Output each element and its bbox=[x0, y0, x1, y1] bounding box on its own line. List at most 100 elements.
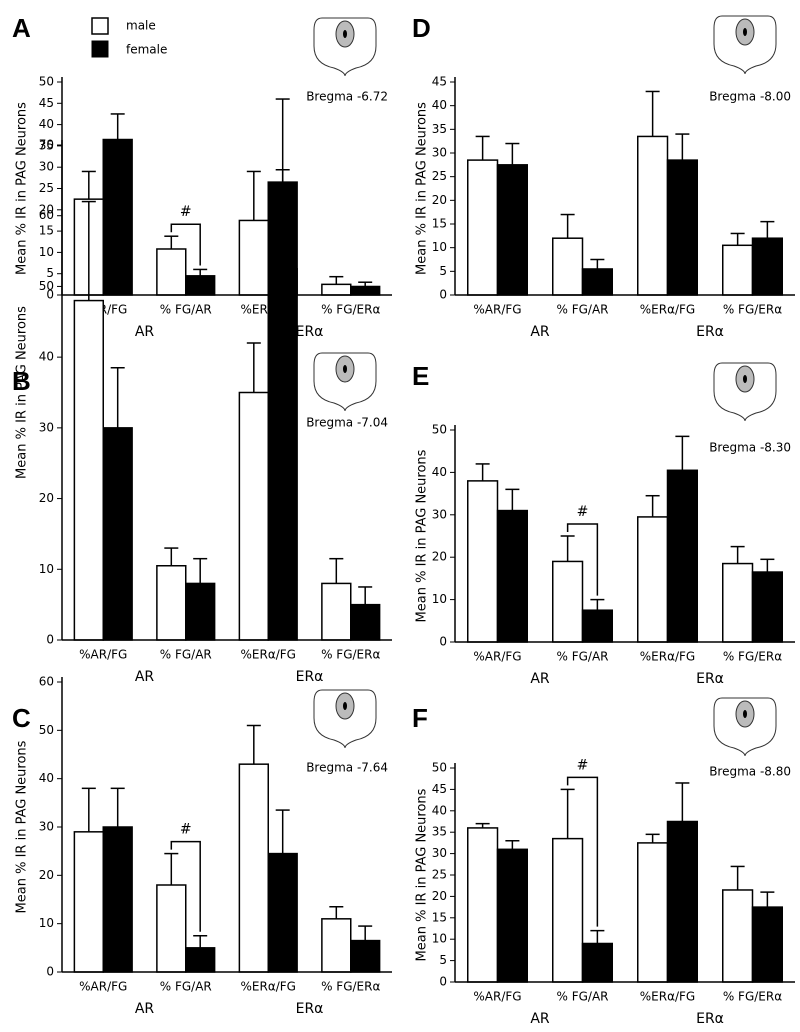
y-axis-label: Mean % IR in PAG Neurons bbox=[415, 102, 430, 275]
bregma-label: Bregma -7.64 bbox=[306, 761, 388, 775]
x-tick-label: %ERα/FG bbox=[640, 303, 695, 317]
bregma-label: Bregma -7.04 bbox=[306, 416, 388, 430]
bar bbox=[321, 918, 352, 973]
bar bbox=[637, 516, 669, 643]
brain-aqueduct bbox=[743, 28, 747, 36]
y-tick-label: 10 bbox=[432, 592, 447, 606]
bar bbox=[102, 826, 133, 973]
bar bbox=[156, 884, 187, 973]
y-tick-label: 20 bbox=[39, 491, 54, 505]
bar bbox=[496, 848, 528, 983]
significance-label: # bbox=[577, 504, 589, 520]
y-tick-label: 10 bbox=[432, 240, 447, 254]
group-label: AR bbox=[135, 324, 155, 340]
y-tick-label: 40 bbox=[432, 803, 447, 817]
group-label: ERα bbox=[296, 669, 324, 685]
y-tick-label: 0 bbox=[439, 975, 447, 989]
y-tick-label: 5 bbox=[439, 953, 447, 967]
y-tick-label: 0 bbox=[46, 633, 54, 647]
bar bbox=[238, 763, 269, 973]
x-tick-label: % FG/ERα bbox=[723, 303, 782, 317]
y-tick-label: 50 bbox=[432, 761, 447, 775]
y-tick-label: 50 bbox=[432, 423, 447, 437]
y-tick-label: 10 bbox=[39, 562, 54, 576]
bar bbox=[722, 889, 754, 983]
y-tick-label: 20 bbox=[39, 202, 54, 216]
bar bbox=[238, 391, 269, 641]
bar bbox=[185, 275, 216, 296]
bar bbox=[637, 135, 669, 296]
significance-bracket bbox=[566, 523, 599, 596]
bar bbox=[350, 603, 381, 641]
y-tick-label: 70 bbox=[39, 138, 54, 152]
bar bbox=[467, 159, 499, 296]
y-tick-label: 5 bbox=[46, 266, 54, 280]
bregma-label: Bregma -8.00 bbox=[709, 90, 791, 104]
brain-aqueduct bbox=[343, 702, 347, 710]
bar bbox=[350, 939, 381, 973]
bar bbox=[552, 560, 584, 643]
bar bbox=[637, 842, 669, 983]
y-tick-label: 0 bbox=[439, 288, 447, 302]
panel-letter: C bbox=[12, 703, 31, 733]
y-tick-label: 30 bbox=[39, 820, 54, 834]
bar bbox=[751, 237, 783, 296]
brain-aqueduct bbox=[743, 375, 747, 383]
bar bbox=[666, 820, 698, 983]
bar bbox=[581, 942, 613, 983]
group-label: AR bbox=[530, 1011, 550, 1027]
bar bbox=[185, 582, 216, 641]
group-label: AR bbox=[530, 671, 550, 687]
y-tick-label: 30 bbox=[39, 160, 54, 174]
y-tick-label: 50 bbox=[39, 279, 54, 293]
y-tick-label: 40 bbox=[39, 117, 54, 131]
y-tick-label: 45 bbox=[39, 96, 54, 110]
y-tick-label: 25 bbox=[39, 181, 54, 195]
legend-label: female bbox=[126, 43, 167, 57]
x-tick-label: %AR/FG bbox=[79, 980, 127, 994]
panel-letter: A bbox=[12, 13, 31, 43]
y-tick-label: 40 bbox=[432, 98, 447, 112]
x-tick-label: % FG/ERα bbox=[321, 980, 380, 994]
bar bbox=[238, 219, 269, 296]
x-tick-label: % FG/AR bbox=[556, 990, 608, 1004]
bar bbox=[496, 509, 528, 643]
y-tick-label: 30 bbox=[432, 846, 447, 860]
bar bbox=[552, 837, 584, 983]
panel-letter: F bbox=[412, 703, 428, 733]
group-label: AR bbox=[135, 1001, 155, 1017]
y-tick-label: 10 bbox=[432, 932, 447, 946]
bar bbox=[102, 138, 133, 296]
bar bbox=[581, 268, 613, 296]
brain-aqueduct bbox=[343, 365, 347, 373]
significance-bracket bbox=[170, 840, 201, 932]
bregma-label: Bregma -6.72 bbox=[306, 90, 388, 104]
bar bbox=[581, 609, 613, 643]
x-tick-label: % FG/AR bbox=[556, 303, 608, 317]
y-tick-label: 0 bbox=[46, 288, 54, 302]
bar bbox=[467, 827, 499, 983]
y-axis-label: Mean % IR in PAG Neurons bbox=[415, 449, 430, 622]
y-axis-label: Mean % IR in PAG Neurons bbox=[15, 306, 30, 479]
bar bbox=[267, 268, 298, 641]
bregma-label: Bregma -8.80 bbox=[709, 765, 791, 779]
legend-label: male bbox=[126, 19, 156, 33]
y-tick-label: 45 bbox=[432, 75, 447, 89]
bar bbox=[496, 164, 528, 296]
bar bbox=[185, 947, 216, 973]
y-tick-label: 35 bbox=[432, 122, 447, 136]
x-tick-label: % FG/ERα bbox=[723, 650, 782, 664]
y-axis-label: Mean % IR in PAG Neurons bbox=[15, 740, 30, 913]
x-tick-label: %AR/FG bbox=[473, 303, 521, 317]
x-tick-label: %AR/FG bbox=[473, 650, 521, 664]
bar bbox=[350, 285, 381, 296]
panel-letter: B bbox=[12, 366, 31, 396]
significance-bracket bbox=[170, 223, 201, 266]
y-tick-label: 35 bbox=[432, 825, 447, 839]
bar bbox=[267, 852, 298, 973]
x-tick-label: % FG/AR bbox=[160, 980, 212, 994]
group-label: ERα bbox=[296, 324, 324, 340]
brain-aqueduct bbox=[343, 30, 347, 38]
panel-letter: D bbox=[412, 13, 431, 43]
x-tick-label: % FG/ERα bbox=[321, 648, 380, 662]
